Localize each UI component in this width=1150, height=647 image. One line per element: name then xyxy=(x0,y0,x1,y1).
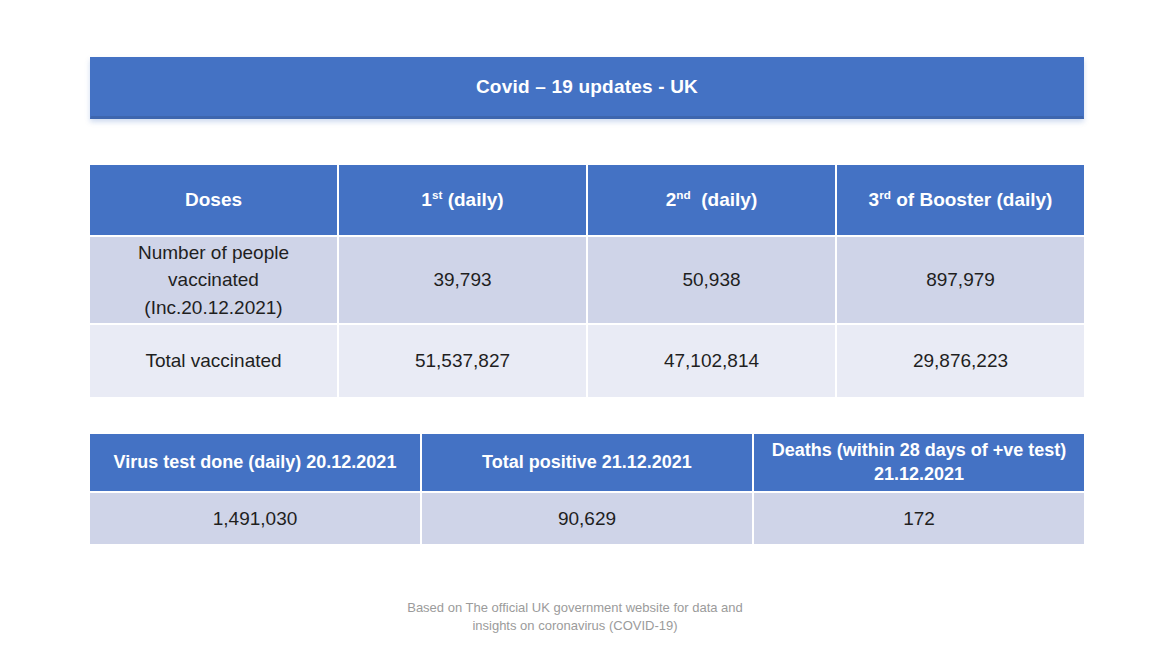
vax-row-total-booster-value: 29,876,223 xyxy=(837,325,1084,397)
vax-header-doses: Doses xyxy=(90,165,337,235)
stats-value-tests: 1,491,030 xyxy=(90,493,420,544)
vax-row-daily-label: Number of people vaccinated (Inc.20.12.2… xyxy=(90,237,337,323)
source-note-line1: Based on The official UK government webs… xyxy=(0,599,1150,617)
vax-row-total-second-value: 47,102,814 xyxy=(588,325,835,397)
vax-row-daily-second-value: 50,938 xyxy=(588,237,835,323)
slide: Covid – 19 updates - UK Doses 1st (daily… xyxy=(0,0,1150,647)
source-note-line2: insights on coronavirus (COVID-19) xyxy=(0,617,1150,635)
vax-row-daily-first-value: 39,793 xyxy=(339,237,586,323)
vax-header-first-daily: 1st (daily) xyxy=(339,165,586,235)
source-note: Based on The official UK government webs… xyxy=(0,599,1150,635)
stats-value-positive: 90,629 xyxy=(422,493,752,544)
vax-header-second-daily-label: 2nd (daily) xyxy=(666,188,757,213)
title-bar: Covid – 19 updates - UK xyxy=(90,57,1084,119)
vax-row-total-label: Total vaccinated xyxy=(90,325,337,397)
stats-table: Virus test done (daily) 20.12.2021 Total… xyxy=(90,434,1084,544)
stats-header-tests: Virus test done (daily) 20.12.2021 xyxy=(90,434,420,491)
vax-header-first-daily-label: 1st (daily) xyxy=(421,188,503,213)
vax-header-doses-label: Doses xyxy=(185,188,242,213)
page-title: Covid – 19 updates - UK xyxy=(476,76,698,98)
vaccination-table: Doses 1st (daily) 2nd (daily) 3rd of Boo… xyxy=(90,165,1084,397)
stats-value-deaths: 172 xyxy=(754,493,1084,544)
stats-header-deaths: Deaths (within 28 days of +ve test) 21.1… xyxy=(754,434,1084,491)
vax-row-total-first-value: 51,537,827 xyxy=(339,325,586,397)
vax-row-daily-booster-value: 897,979 xyxy=(837,237,1084,323)
vax-header-booster-daily: 3rd of Booster (daily) xyxy=(837,165,1084,235)
vax-header-booster-daily-label: 3rd of Booster (daily) xyxy=(869,188,1053,213)
vax-header-second-daily: 2nd (daily) xyxy=(588,165,835,235)
stats-header-positive: Total positive 21.12.2021 xyxy=(422,434,752,491)
